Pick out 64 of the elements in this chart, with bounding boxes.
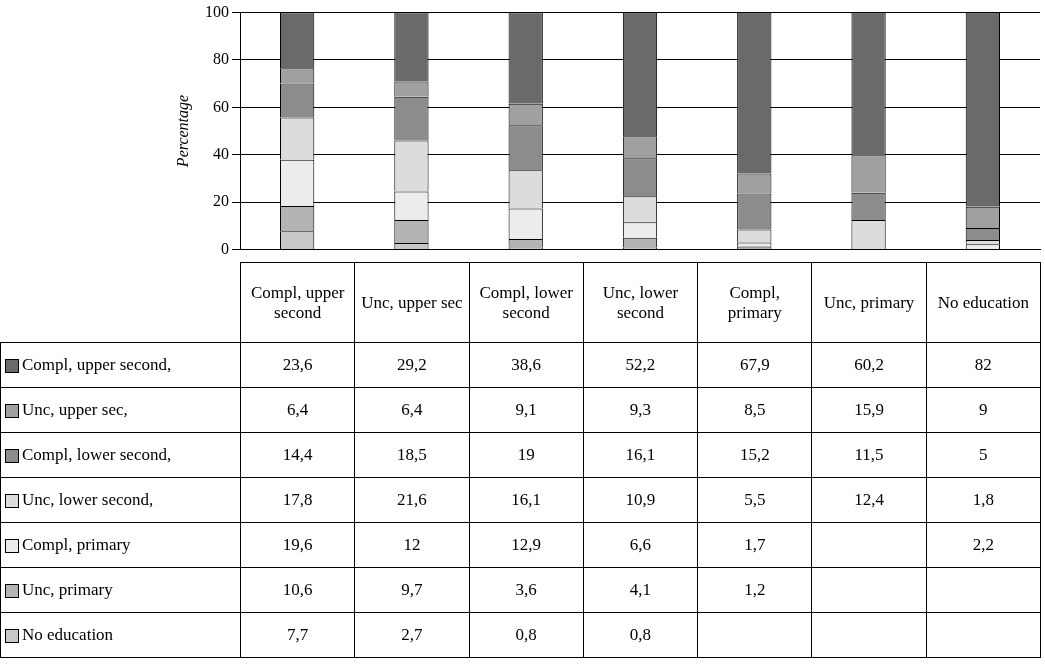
x-tick-label: Compl, upper second	[240, 262, 355, 343]
data-label: 2,7	[354, 612, 470, 658]
y-tick-label: 20	[213, 192, 229, 210]
data-label: 19	[469, 432, 584, 478]
x-tick-label: Unc, primary	[811, 262, 927, 343]
data-label: 11,5	[811, 432, 927, 478]
legend-label: Compl, primary	[22, 535, 131, 554]
data-label: 12,9	[469, 522, 584, 568]
data-label: 6,4	[354, 387, 470, 433]
data-label: 12	[354, 522, 470, 568]
data-label: 5,5	[697, 477, 812, 523]
data-label: 1,7	[697, 522, 812, 568]
data-label: 3,6	[469, 567, 584, 613]
data-label: 7,7	[240, 612, 355, 658]
data-label: 8,5	[697, 387, 812, 433]
legend-label: Compl, lower second,	[22, 445, 172, 464]
legend-label: Unc, lower second,	[22, 490, 154, 509]
y-tick-label: 60	[213, 97, 229, 115]
data-label: 21,6	[354, 477, 470, 523]
data-label: 18,5	[354, 432, 470, 478]
data-label: 6,6	[583, 522, 698, 568]
x-tick-label: Unc, upper sec	[354, 262, 470, 343]
x-tick-label: Unc, lower second	[583, 262, 698, 343]
data-label: 4,1	[583, 567, 698, 613]
data-label: 9,1	[469, 387, 584, 433]
x-tick-label: Compl, primary	[697, 262, 812, 343]
x-tick-label: No education	[926, 262, 1041, 343]
y-tick-label: 40	[213, 144, 229, 162]
data-label: 0,8	[583, 612, 698, 658]
data-label: 0,8	[469, 612, 584, 658]
x-tick-label: Compl, lower second	[469, 262, 584, 343]
data-label: 2,2	[926, 522, 1041, 568]
data-label: 67,9	[697, 342, 812, 388]
data-label: 1,8	[926, 477, 1041, 523]
data-label: 15,9	[811, 387, 927, 433]
data-label: 29,2	[354, 342, 470, 388]
y-tick-label: 0	[221, 239, 229, 257]
data-label: 9	[926, 387, 1041, 433]
data-label: 9,7	[354, 567, 470, 613]
data-label: 5	[926, 432, 1041, 478]
data-label: 12,4	[811, 477, 927, 523]
data-label: 38,6	[469, 342, 584, 388]
legend-label: No education	[22, 625, 114, 644]
data-label: 16,1	[583, 432, 698, 478]
data-label: 17,8	[240, 477, 355, 523]
data-label: 15,2	[697, 432, 812, 478]
data-label: 19,6	[240, 522, 355, 568]
data-label: 1,2	[697, 567, 812, 613]
data-label: 23,6	[240, 342, 355, 388]
data-label: 9,3	[583, 387, 698, 433]
data-label: 6,4	[240, 387, 355, 433]
data-label: 14,4	[240, 432, 355, 478]
data-label: 10,9	[583, 477, 698, 523]
data-label: 60,2	[811, 342, 927, 388]
y-tick-label: 80	[213, 50, 229, 68]
data-label: 10,6	[240, 567, 355, 613]
data-label: 82	[926, 342, 1041, 388]
data-label: 52,2	[583, 342, 698, 388]
legend-label: Compl, upper second,	[22, 355, 172, 374]
data-label: 16,1	[469, 477, 584, 523]
legend-label: Unc, primary	[22, 580, 113, 599]
y-axis-title: Percentage	[173, 94, 192, 169]
legend-label: Unc, upper sec,	[22, 400, 128, 419]
y-tick-label: 100	[205, 2, 229, 20]
